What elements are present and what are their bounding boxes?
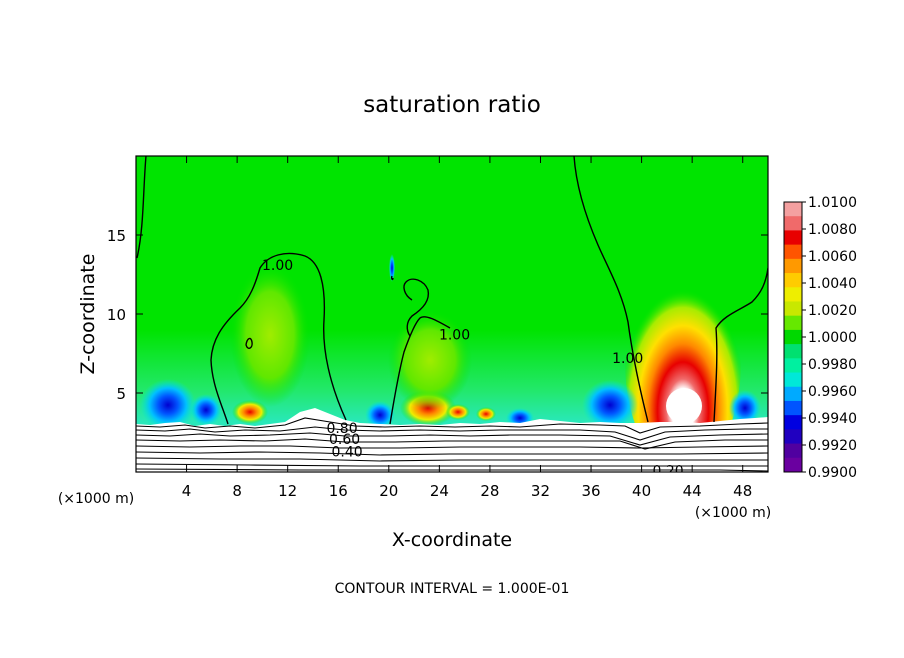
colorbar-segment bbox=[784, 216, 802, 231]
colorbar-segment bbox=[784, 301, 802, 317]
colorbar-segment bbox=[784, 315, 802, 331]
contour-interval-note: CONTOUR INTERVAL = 1.000E-01 bbox=[335, 581, 570, 597]
colorbar-label: 1.0020 bbox=[808, 303, 857, 319]
x-tick-label: 12 bbox=[278, 482, 297, 500]
x-tick-label: 28 bbox=[480, 482, 499, 500]
lower-layer bbox=[136, 408, 768, 472]
cool-region bbox=[140, 379, 196, 431]
colorbar-segment bbox=[784, 329, 802, 345]
y-axis-title: Z-coordinate bbox=[77, 254, 99, 375]
warm-region bbox=[476, 407, 496, 421]
warm-region bbox=[232, 400, 268, 424]
colorbar-label: 0.9980 bbox=[808, 357, 857, 373]
colorbar-segment bbox=[784, 258, 802, 274]
contour-label: 0.40 bbox=[332, 444, 363, 460]
colorbar-segment bbox=[784, 386, 802, 402]
colorbar-label: 0.9940 bbox=[808, 411, 857, 427]
chart-title: saturation ratio bbox=[363, 92, 541, 118]
colorbar-label: 1.0000 bbox=[808, 330, 857, 346]
colorbar: 1.0100 1.0080 1.0060 1.0040 1.0020 1.0000 0.99… bbox=[783, 195, 857, 481]
colorbar-label: 1.0040 bbox=[808, 276, 857, 292]
colorbar-segment bbox=[784, 358, 802, 374]
x-axis-title: X-coordinate bbox=[392, 529, 512, 551]
x-tick-label: 8 bbox=[232, 482, 242, 500]
colorbar-segment bbox=[784, 273, 802, 288]
contour-label: 1.00 bbox=[439, 328, 470, 344]
warm-region bbox=[446, 404, 470, 420]
warm-region bbox=[230, 263, 310, 407]
warm-region bbox=[625, 252, 741, 472]
warm-region bbox=[388, 310, 472, 410]
colorbar-segment bbox=[784, 202, 802, 217]
x-tick-label: 24 bbox=[430, 482, 449, 500]
x-tick-label: 20 bbox=[379, 482, 398, 500]
colorbar-label: 0.9920 bbox=[808, 438, 857, 454]
cool-region bbox=[389, 254, 395, 282]
colorbar-label: 0.9960 bbox=[808, 384, 857, 400]
colorbar-segment bbox=[784, 287, 802, 302]
cool-region bbox=[582, 380, 638, 430]
y-tick-label: 10 bbox=[107, 306, 126, 324]
colorbar-segment bbox=[784, 372, 802, 388]
white-core bbox=[666, 388, 702, 424]
unity-contours bbox=[136, 156, 768, 425]
colorbar-segment bbox=[784, 344, 802, 359]
x-axis: 4 8 12 16 20 24 28 32 36 40 44 48 bbox=[182, 156, 752, 500]
colorbar-label: 1.0080 bbox=[808, 222, 857, 238]
colorbar-segment bbox=[784, 400, 802, 416]
colorbar-label: 0.9900 bbox=[808, 465, 857, 481]
x-unit-label: (×1000 m) bbox=[695, 505, 771, 521]
contour-label: 1.00 bbox=[262, 258, 293, 274]
x-tick-label: 4 bbox=[182, 482, 192, 500]
colorbar-label: 1.0100 bbox=[808, 195, 857, 211]
contour-label: 0.80 bbox=[326, 421, 357, 437]
contour-label: 0.60 bbox=[329, 432, 360, 448]
x-tick-label: 48 bbox=[733, 482, 752, 500]
cool-region bbox=[190, 394, 222, 426]
colorbar-segment bbox=[784, 443, 802, 459]
colorbar-segment bbox=[784, 457, 802, 473]
colorbar-segment bbox=[784, 415, 802, 430]
contour-label: 0.20 bbox=[653, 463, 684, 479]
x-tick-label: 36 bbox=[581, 482, 600, 500]
colorbar-segment bbox=[784, 429, 802, 445]
y-tick-label: 15 bbox=[107, 227, 126, 245]
cool-region bbox=[365, 401, 395, 429]
cool-region bbox=[729, 390, 761, 426]
contour-label: 1.00 bbox=[612, 351, 643, 367]
x-tick-label: 32 bbox=[531, 482, 550, 500]
x-tick-label: 40 bbox=[632, 482, 651, 500]
colorbar-segment bbox=[784, 230, 802, 246]
x-tick-label: 16 bbox=[329, 482, 348, 500]
y-tick-label: 5 bbox=[116, 385, 126, 403]
y-axis: 5 10 15 bbox=[107, 227, 768, 403]
contour-labels: 1.00 1.00 1.00 0.800.600.40 0.20 bbox=[262, 258, 684, 479]
colorbar-label: 1.0060 bbox=[808, 249, 857, 265]
y-unit-label: (×1000 m) bbox=[58, 491, 134, 507]
x-tick-label: 44 bbox=[683, 482, 702, 500]
plot-area: 1.00 1.00 1.00 0.800.600.40 0.20 bbox=[136, 156, 768, 479]
colorbar-segment bbox=[784, 244, 802, 260]
